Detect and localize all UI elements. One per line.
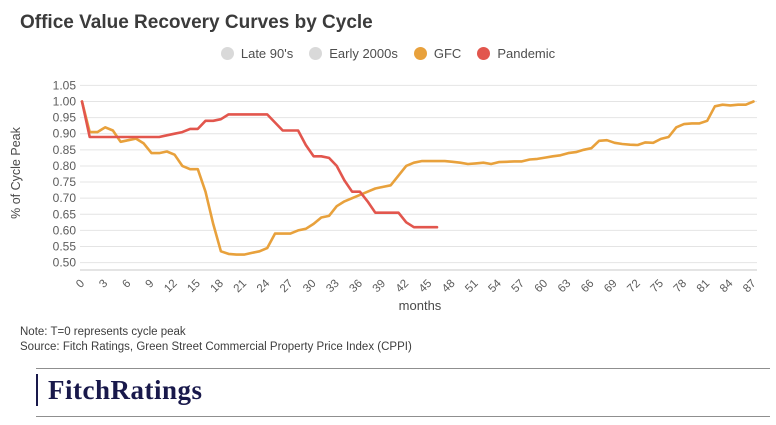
legend-dot-icon [413,47,427,60]
y-tick-label: 0.80 [53,159,77,173]
x-tick-label: 21 [232,278,250,296]
x-tick-label: 3 [97,278,110,291]
y-tick-label: 1.00 [53,95,77,109]
x-tick-label: 39 [371,278,389,296]
x-tick-label: 36 [347,278,365,296]
logo-bar-icon [36,374,38,406]
x-tick-label: 15 [185,278,203,296]
x-tick-label: 75 [648,278,666,296]
legend-dot-icon [477,47,491,60]
x-tick-label: 42 [394,278,412,296]
note-text: Note: T=0 represents cycle peak [20,326,186,338]
logo-text: FitchRatings [48,374,203,405]
x-tick-label: 66 [579,278,597,296]
legend-item-early-2000s[interactable]: Early 2000s [309,46,398,61]
series-line-pandemic [80,100,439,229]
y-axis-title: % of Cycle Peak [9,127,23,219]
x-tick-label: 45 [417,278,435,296]
y-tick-label: 0.65 [53,207,77,221]
x-tick-label: 27 [278,278,296,296]
legend-item-label: Early 2000s [329,46,398,61]
chart-title: Office Value Recovery Curves by Cycle [20,12,373,33]
x-tick-label: 72 [625,278,643,296]
x-tick-label: 60 [533,278,551,296]
y-tick-label: 0.95 [53,111,77,125]
x-tick-label: 18 [209,278,227,296]
x-tick-label: 9 [144,278,157,291]
x-tick-label: 57 [510,278,528,296]
y-tick-label: 0.70 [53,191,77,205]
y-tick-label: 0.90 [53,127,77,141]
legend-item-label: Late 90's [240,46,294,61]
y-tick-label: 1.05 [53,78,77,92]
legend-item-gfc[interactable]: GFC [413,46,462,61]
x-tick-label: 33 [324,278,342,296]
x-tick-label: 6 [120,278,133,291]
x-tick-label: 81 [695,278,713,296]
footer-top-rule [36,368,770,369]
series-line-gfc [80,100,755,256]
legend: Late 90's Early 2000s GFC Pandemic [0,46,776,61]
y-tick-label: 0.75 [53,175,77,189]
x-tick-label: 51 [463,278,481,296]
source-text: Source: Fitch Ratings, Green Street Comm… [20,341,412,353]
footer-bottom-rule [36,416,770,417]
x-tick-label: 30 [301,278,319,296]
legend-item-label: Pandemic [497,46,556,61]
x-tick-label: 78 [672,278,690,296]
x-tick-label: 48 [440,278,458,296]
legend-dot-icon [309,47,323,60]
legend-item-pandemic[interactable]: Pandemic [477,46,555,61]
fitch-ratings-logo: FitchRatings [36,374,203,406]
legend-item-late-90-s[interactable]: Late 90's [220,46,294,61]
x-tick-label: 0 [74,278,87,291]
x-tick-label: 12 [162,278,180,296]
y-tick-label: 0.60 [53,223,77,237]
x-tick-label: 87 [741,278,759,296]
x-tick-label: 24 [255,277,273,295]
x-tick-label: 63 [556,278,574,296]
x-tick-label: 69 [602,278,620,296]
legend-dot-icon [220,47,234,60]
x-tick-label: 84 [718,277,736,295]
y-tick-label: 0.50 [53,256,77,270]
x-axis-title: months [398,298,442,313]
y-tick-label: 0.55 [53,240,77,254]
x-tick-label: 54 [486,277,504,295]
legend-item-label: GFC [433,46,462,61]
y-tick-label: 0.85 [53,143,77,157]
chart-svg: 1.05 1.00 0.95 0.90 0.85 0.80 0.75 0.70 0.65 0.60… [53,78,759,296]
